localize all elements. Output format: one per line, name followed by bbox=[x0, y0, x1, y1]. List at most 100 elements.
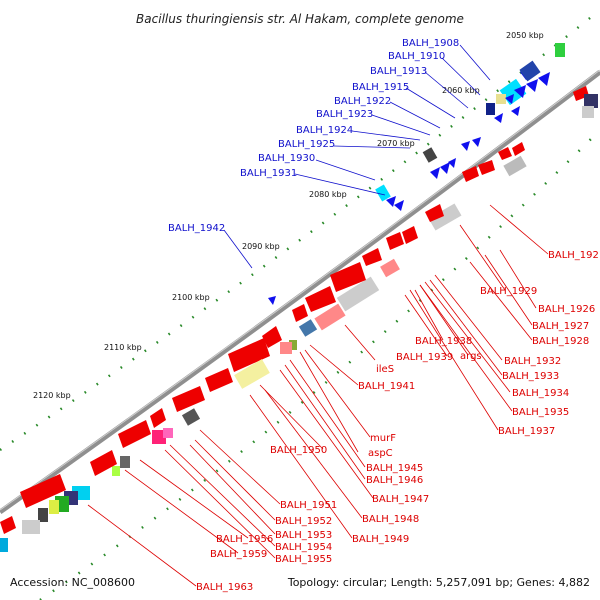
tick-label: 2080 kbp bbox=[309, 190, 347, 199]
gene-label[interactable]: BALH_1952 bbox=[275, 516, 332, 527]
reverse-gene-arrow bbox=[305, 286, 336, 312]
forward-strand-features bbox=[268, 43, 565, 305]
forward-gene-arrow bbox=[526, 79, 538, 92]
gene-label[interactable]: BALH_1956 bbox=[216, 534, 273, 545]
gene-label[interactable]: murF bbox=[370, 433, 396, 444]
gene-label[interactable]: BALH_1923 bbox=[316, 109, 373, 120]
gene-label[interactable]: BALH_1926 bbox=[538, 304, 595, 315]
reverse-gene-arrow bbox=[362, 248, 382, 266]
gene-label[interactable]: BALH_1938 bbox=[415, 336, 472, 347]
genome-summary-text: Topology: circular; Length: 5,257,091 bp… bbox=[287, 576, 590, 589]
gene-label[interactable]: BALH_1931 bbox=[240, 168, 297, 179]
gene-label[interactable]: BALH_1948 bbox=[362, 514, 419, 525]
feature-block bbox=[22, 520, 40, 534]
forward-gene-labels: BALH_1908 BALH_1910 BALH_1913 BALH_1915 … bbox=[168, 38, 459, 234]
feature-block bbox=[38, 508, 48, 522]
feature-block bbox=[496, 94, 506, 104]
gene-label[interactable]: BALH_1951 bbox=[280, 500, 337, 511]
backbone-highlight bbox=[0, 69, 600, 511]
forward-gene-arrow bbox=[505, 94, 514, 104]
gene-label[interactable]: BALH_1941 bbox=[358, 381, 415, 392]
gene-label[interactable]: BALH_1924 bbox=[296, 125, 353, 136]
tick-label: 2090 kbp bbox=[242, 242, 280, 251]
gene-label[interactable]: BALH_1908 bbox=[402, 38, 459, 49]
gene-label[interactable]: ileS bbox=[376, 364, 394, 375]
feature-block bbox=[152, 430, 166, 444]
feature-block bbox=[0, 538, 8, 552]
gene-label[interactable]: BALH_1910 bbox=[388, 51, 445, 62]
feature-block bbox=[49, 500, 59, 514]
gene-label[interactable]: BALH_1963 bbox=[196, 582, 253, 593]
gene-label[interactable]: BALH_1937 bbox=[498, 426, 555, 437]
gene-label[interactable]: BALH_1935 bbox=[512, 407, 569, 418]
gene-label[interactable]: BALH_1945 bbox=[366, 463, 423, 474]
gene-label[interactable]: BALH_1928 bbox=[532, 336, 589, 347]
forward-gene-arrow bbox=[511, 106, 520, 116]
ruler-tick-labels: 2050 kbp 2060 kbp 2070 kbp 2080 kbp 2090… bbox=[33, 31, 544, 400]
gene-label[interactable]: BALH_1954 bbox=[275, 542, 332, 553]
forward-gene-arrow bbox=[394, 200, 404, 211]
gene-label[interactable]: BALH_1933 bbox=[502, 371, 559, 382]
forward-gene-arrow bbox=[472, 137, 481, 147]
tick-label: 2100 kbp bbox=[172, 293, 210, 302]
gene-label[interactable]: BALH_1913 bbox=[370, 66, 427, 77]
gene-label[interactable]: BALH_1921 bbox=[548, 250, 600, 261]
gene-label[interactable]: BALH_1922 bbox=[334, 96, 391, 107]
reverse-gene-arrow bbox=[172, 386, 205, 412]
gene-label[interactable]: args bbox=[460, 351, 482, 362]
reverse-gene-arrow bbox=[512, 142, 525, 156]
feature-block bbox=[519, 60, 541, 82]
reverse-strand-features bbox=[0, 86, 598, 552]
forward-gene-arrow bbox=[494, 113, 503, 123]
reverse-gene-arrow bbox=[262, 326, 282, 348]
reverse-gene-arrow bbox=[386, 232, 404, 250]
reverse-gene-arrow bbox=[425, 204, 444, 222]
feature-block bbox=[375, 184, 391, 202]
gene-label[interactable]: aspC bbox=[368, 448, 393, 459]
forward-gene-arrow bbox=[538, 72, 550, 86]
forward-gene-arrow bbox=[514, 85, 526, 98]
feature-block bbox=[428, 203, 462, 231]
reverse-gene-arrow bbox=[150, 408, 166, 428]
feature-block bbox=[234, 359, 270, 389]
feature-block bbox=[298, 319, 318, 337]
forward-gene-arrow bbox=[448, 158, 456, 168]
gene-label[interactable]: BALH_1930 bbox=[258, 153, 315, 164]
feature-block bbox=[380, 258, 400, 278]
forward-gene-arrow bbox=[268, 296, 276, 305]
reverse-gene-arrow bbox=[90, 450, 117, 476]
gene-label[interactable]: BALH_1946 bbox=[366, 475, 423, 486]
reverse-gene-arrow bbox=[20, 474, 66, 508]
feature-block bbox=[314, 303, 346, 331]
map-title: Bacillus thuringiensis str. Al Hakam, co… bbox=[136, 12, 464, 26]
gene-label[interactable]: BALH_1929 bbox=[480, 286, 537, 297]
gene-label[interactable]: BALH_1953 bbox=[275, 530, 332, 541]
gene-label[interactable]: BALH_1927 bbox=[532, 321, 589, 332]
tick-label: 2060 kbp bbox=[442, 86, 480, 95]
tick-label: 2120 kbp bbox=[33, 391, 71, 400]
gene-label[interactable]: BALH_1925 bbox=[278, 139, 335, 150]
reverse-gene-arrow bbox=[462, 166, 479, 182]
leader-lines bbox=[87, 44, 549, 587]
forward-gene-arrow bbox=[430, 167, 440, 179]
gene-label[interactable]: BALH_1949 bbox=[352, 534, 409, 545]
reverse-gene-arrow bbox=[292, 304, 308, 322]
ruler-dotted-arc bbox=[0, 9, 600, 452]
tick-label: 2070 kbp bbox=[377, 139, 415, 148]
gene-label[interactable]: BALH_1947 bbox=[372, 494, 429, 505]
gene-label[interactable]: BALH_1934 bbox=[512, 388, 569, 399]
forward-gene-arrow bbox=[440, 162, 450, 174]
gene-label[interactable]: BALH_1955 bbox=[275, 554, 332, 565]
feature-block bbox=[584, 94, 598, 108]
reverse-gene-arrow bbox=[205, 368, 233, 392]
gene-label[interactable]: BALH_1959 bbox=[210, 549, 267, 560]
forward-gene-arrow bbox=[461, 141, 470, 151]
gene-label[interactable]: BALH_1950 bbox=[270, 445, 327, 456]
gene-label[interactable]: BALH_1932 bbox=[504, 356, 561, 367]
gene-label[interactable]: BALH_1942 bbox=[168, 223, 225, 234]
gene-label[interactable]: BALH_1915 bbox=[352, 82, 409, 93]
reverse-gene-arrow bbox=[498, 147, 512, 160]
gene-label[interactable]: BALH_1939 bbox=[396, 352, 453, 363]
feature-block bbox=[422, 147, 438, 163]
